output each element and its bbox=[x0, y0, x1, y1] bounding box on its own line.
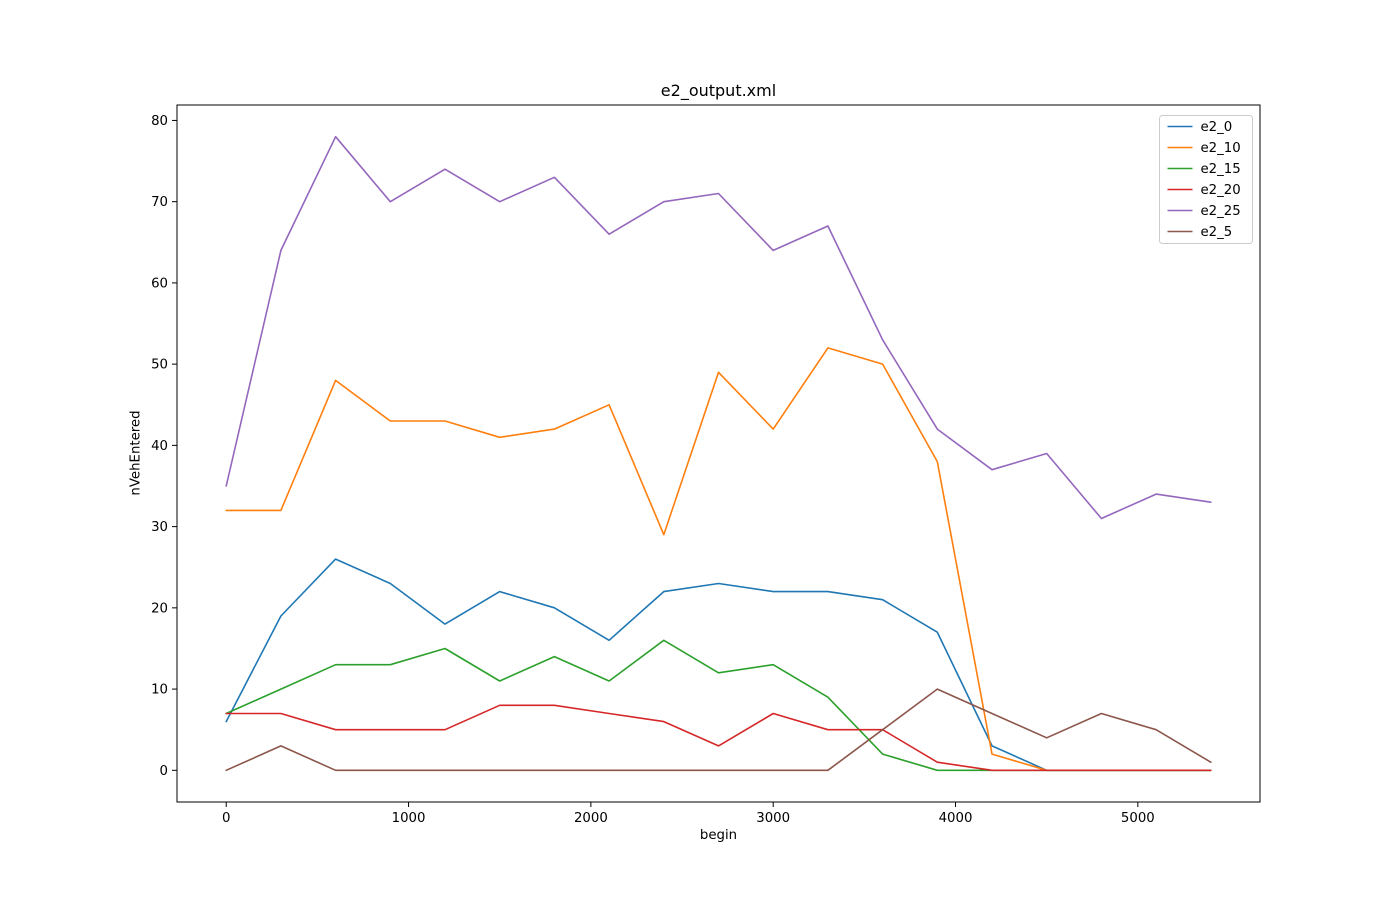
y-tick-label: 50 bbox=[151, 358, 168, 373]
series-line-e2_10 bbox=[225, 347, 1212, 772]
legend-item-e2_15: e2_15 bbox=[1167, 162, 1241, 177]
legend-label: e2_0 bbox=[1201, 120, 1233, 135]
x-axis-label: begin bbox=[699, 828, 738, 843]
legend-item-e2_25: e2_25 bbox=[1167, 204, 1241, 219]
x-tick-label: 2000 bbox=[574, 811, 608, 826]
y-axis-label: nVehEntered bbox=[128, 410, 144, 496]
legend-label: e2_10 bbox=[1201, 141, 1241, 156]
x-tick-label: 3000 bbox=[756, 811, 790, 826]
x-tick-label: 0 bbox=[222, 811, 230, 826]
y-tick-label: 40 bbox=[151, 439, 168, 454]
y-tick-label: 0 bbox=[160, 764, 168, 779]
y-tick-label: 70 bbox=[151, 195, 168, 210]
legend-item-e2_0: e2_0 bbox=[1167, 120, 1233, 135]
series-line-e2_20 bbox=[225, 704, 1212, 772]
legend-item-e2_5: e2_5 bbox=[1167, 225, 1233, 240]
chart-title: e2_output.xml bbox=[660, 81, 777, 100]
legend-label: e2_25 bbox=[1201, 204, 1241, 219]
x-tick-label: 4000 bbox=[939, 811, 973, 826]
y-tick-label: 20 bbox=[151, 601, 168, 616]
y-tick-label: 80 bbox=[151, 114, 168, 129]
series-line-e2_15 bbox=[225, 639, 1212, 772]
x-tick-label: 1000 bbox=[392, 811, 426, 826]
x-tick-label: 5000 bbox=[1121, 811, 1155, 826]
legend: e2_0 e2_10 e2_15 e2_20 e2_25 e2_5 bbox=[1159, 115, 1253, 244]
legend-item-e2_20: e2_20 bbox=[1167, 183, 1241, 198]
legend-label: e2_5 bbox=[1201, 225, 1233, 240]
series-line-e2_25 bbox=[225, 135, 1212, 520]
legend-label: e2_20 bbox=[1201, 183, 1241, 198]
plot-border bbox=[176, 104, 1261, 803]
y-tick-label: 60 bbox=[151, 276, 168, 291]
y-tick-label: 30 bbox=[151, 520, 168, 535]
y-tick-label: 10 bbox=[151, 683, 168, 698]
legend-item-e2_10: e2_10 bbox=[1167, 141, 1241, 156]
series-line-e2_5 bbox=[225, 688, 1212, 772]
legend-label: e2_15 bbox=[1201, 162, 1241, 177]
